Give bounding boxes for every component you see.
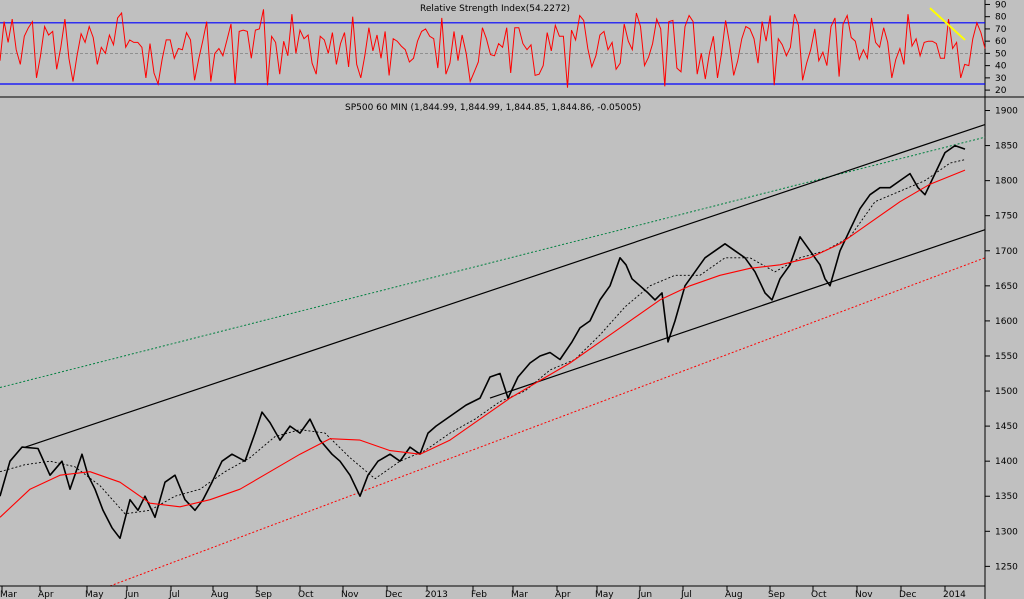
- x-tick-label: Oct: [811, 590, 827, 599]
- rsi-ytick-label: 40: [995, 62, 1007, 72]
- price-ytick-label: 1850: [995, 142, 1018, 152]
- rsi-ytick-label: 50: [995, 49, 1007, 59]
- x-tick-label: Sep: [768, 590, 785, 599]
- x-tick-label: Aug: [211, 590, 229, 599]
- x-tick-label: Jun: [124, 590, 139, 599]
- price-ytick-label: 1750: [995, 212, 1018, 222]
- x-tick-label: Dec: [385, 590, 402, 599]
- channel-upper-line: [24, 123, 986, 448]
- x-tick-label: Jun: [637, 590, 652, 599]
- rsi-ytick-label: 90: [995, 0, 1007, 10]
- price-ytick-label: 1250: [995, 562, 1018, 572]
- rsi-title: Relative Strength Index(54.2272): [420, 4, 570, 14]
- rsi-ytick-label: 70: [995, 25, 1007, 35]
- rsi-ytick-label: 20: [995, 86, 1007, 96]
- x-tick-label: May: [595, 590, 614, 599]
- price-ytick-label: 1550: [995, 352, 1018, 362]
- x-tick-label: Dec: [899, 590, 916, 599]
- x-tick-label: Jul: [168, 590, 180, 599]
- x-tick-label: Sep: [255, 590, 272, 599]
- rsi-ytick-label: 60: [995, 37, 1007, 47]
- price-ytick-label: 1500: [995, 387, 1018, 397]
- series-price: [0, 144, 966, 540]
- upper-dotted-trendline: [0, 136, 986, 389]
- price-ytick-label: 1600: [995, 317, 1018, 327]
- x-tick-label: Feb: [471, 590, 487, 599]
- price-ytick-label: 1800: [995, 177, 1018, 187]
- series-fast_ma: [0, 159, 966, 515]
- rsi-ytick-label: 80: [995, 13, 1007, 23]
- price-panel: SP500 60 MIN (1,844.99, 1,844.99, 1,844.…: [0, 103, 1018, 599]
- price-ytick-label: 1650: [995, 282, 1018, 292]
- series-slow_ma: [0, 169, 966, 518]
- rsi-ytick-label: 30: [995, 74, 1007, 84]
- channel-lower-line: [489, 229, 986, 399]
- x-tick-label: Oct: [298, 590, 314, 599]
- x-tick-label: Jul: [680, 590, 692, 599]
- x-tick-label: Aug: [725, 590, 743, 599]
- x-tick-label: Apr: [555, 590, 571, 599]
- rsi-line: [0, 9, 986, 88]
- price-ytick-label: 1400: [995, 457, 1018, 467]
- x-tick-label: Apr: [38, 590, 54, 599]
- price-ytick-label: 1450: [995, 422, 1018, 432]
- price-ytick-label: 1350: [995, 492, 1018, 502]
- price-ytick-label: 1900: [995, 107, 1018, 117]
- x-tick-label: Mar: [0, 590, 17, 599]
- price-title: SP500 60 MIN (1,844.99, 1,844.99, 1,844.…: [345, 103, 641, 113]
- price-ytick-label: 1700: [995, 247, 1018, 257]
- x-tick-label: May: [85, 590, 104, 599]
- x-tick-label: Nov: [855, 590, 873, 599]
- x-tick-label: Nov: [341, 590, 359, 599]
- rsi-trendline: [929, 7, 966, 41]
- x-tick-label: 2014: [943, 590, 966, 599]
- lower-dotted-trendline: [109, 257, 986, 587]
- x-tick-label: Mar: [511, 590, 528, 599]
- price-ytick-label: 1300: [995, 527, 1018, 537]
- x-tick-label: 2013: [425, 590, 448, 599]
